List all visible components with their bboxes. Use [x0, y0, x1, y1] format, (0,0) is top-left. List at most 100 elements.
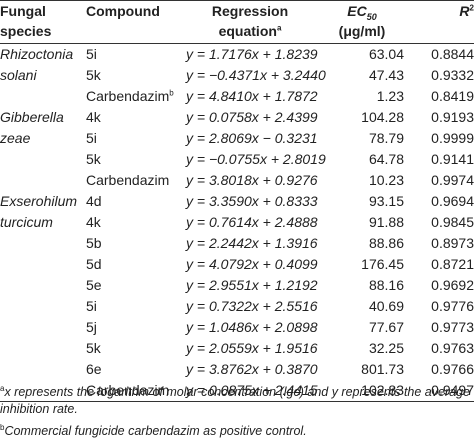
table-row: 5e y = 2.9551x + 1.2192 88.16 0.9692 [0, 275, 474, 296]
r2-cell: 0.9845 [431, 214, 474, 230]
r2-cell: 0.8419 [431, 88, 474, 104]
equation-cell: y = 2.9551x + 1.2192 [186, 277, 318, 293]
species-cell [0, 275, 86, 296]
header-regression-equation: Regression equationa [186, 0, 320, 41]
equation-cell: y = 4.8410x + 1.7872 [186, 88, 318, 104]
ec50-cell: 32.25 [368, 340, 404, 356]
compound-cell: 5b [86, 235, 102, 251]
equation-cell: y = 2.8069x − 0.3231 [186, 130, 318, 146]
header-r2: R2 [412, 0, 474, 41]
species-cell: Rhizoctonia [0, 46, 74, 62]
r2-cell: 0.9773 [431, 319, 474, 335]
equation-cell: y = 4.0792x + 0.4099 [186, 256, 318, 272]
compound-cell: 5k [86, 151, 101, 167]
equation-cell: y = 0.7322x + 2.5516 [186, 298, 318, 314]
equation-cell: y = 1.7176x + 1.8239 [186, 46, 318, 62]
ec50-cell: 47.43 [368, 67, 404, 83]
equation-cell: y = 0.7614x + 2.4888 [186, 214, 318, 230]
footnote-a: ax represents the logarithm of molar con… [0, 383, 470, 416]
r2-cell: 0.9999 [431, 130, 474, 146]
table-row: 5b y = 2.2442x + 1.3916 88.86 0.8973 [0, 233, 474, 254]
compound-cell: 5d [86, 256, 102, 272]
ec50-cell: 91.88 [368, 214, 404, 230]
r2-cell: 0.9497 [412, 380, 474, 402]
ec50-cell: 63.04 [368, 46, 404, 62]
ec50-cell: 88.16 [368, 277, 404, 293]
compound-cell: Carbendazim [86, 172, 170, 188]
r2-cell: 0.9766 [431, 361, 474, 377]
table-header: Fungal species Compound Regression equat… [0, 0, 474, 44]
compound-cell: 5e [86, 277, 102, 293]
header-compound: Compound [86, 0, 186, 41]
compound-cell: 5j [86, 319, 97, 335]
compound-cell: 4k [86, 214, 101, 230]
equation-cell: y = −0.0755x + 2.8019 [186, 151, 326, 167]
table-body: Rhizoctonia 5i y = 1.7176x + 1.8239 63.04 0.… [0, 44, 474, 402]
equation-cell: y = 2.0559x + 1.9516 [186, 340, 318, 356]
r2-cell: 0.9776 [431, 298, 474, 314]
r2-cell: 0.9332 [431, 67, 474, 83]
ec50-cell: 10.23 [368, 172, 404, 188]
table-row: zeae 5i y = 2.8069x − 0.3231 78.79 0.9999 [0, 128, 474, 149]
footnote-b: bCommercial fungicide carbendazim as pos… [0, 422, 307, 438]
compound-cell: Carbendazim [86, 380, 186, 402]
table-row: Rhizoctonia 5i y = 1.7176x + 1.8239 63.04 0.… [0, 44, 474, 66]
compound-cell: 5i [86, 298, 97, 314]
ec50-cell: 88.86 [368, 235, 404, 251]
equation-cell: y = 3.8762x + 0.3870 [186, 361, 318, 377]
ec50-cell: 801.73 [361, 361, 404, 377]
r2-cell: 0.9974 [431, 172, 474, 188]
compound-cell: 4d [86, 193, 102, 209]
equation-cell: y = 3.3590x + 0.8333 [186, 193, 318, 209]
table-row: turcicum 4k y = 0.7614x + 2.4888 91.88 0.984… [0, 212, 474, 233]
equation-cell: y = 0.0875x + 2.4415 [186, 380, 320, 402]
ec50-cell: 1.23 [376, 88, 404, 104]
species-cell: Exserohilum [0, 193, 78, 209]
compound-cell: Carbendazimb [86, 88, 174, 104]
ec50-cell: 102.83 [320, 380, 412, 402]
r2-cell: 0.8973 [431, 235, 474, 251]
equation-cell: y = 0.0758x + 2.4399 [186, 109, 318, 125]
ec50-cell: 93.15 [368, 193, 404, 209]
results-table: Fungal species Compound Regression equat… [0, 0, 474, 402]
species-cell: solani [0, 67, 37, 83]
species-cell [0, 233, 86, 254]
r2-cell: 0.8721 [431, 256, 474, 272]
compound-cell: 4k [86, 109, 101, 125]
r2-cell: 0.9193 [431, 109, 474, 125]
equation-cell: y = 2.2442x + 1.3916 [186, 235, 318, 251]
table-footnotes: ax represents the logarithm of molar con… [0, 384, 474, 445]
species-cell [0, 170, 86, 191]
equation-cell: y = −0.4371x + 3.2440 [186, 67, 326, 83]
species-cell [0, 254, 86, 275]
species-cell [0, 86, 86, 107]
compound-cell: 6e [86, 361, 102, 377]
table-row: 5j y = 1.0486x + 2.0898 77.67 0.9773 [0, 317, 474, 338]
equation-cell: y = 3.8018x + 0.9276 [186, 172, 318, 188]
table-row: Carbendazim y = 3.8018x + 0.9276 10.23 0.99… [0, 170, 474, 191]
table-row: 6e y = 3.8762x + 0.3870 801.73 0.9766 [0, 359, 474, 380]
table-row: 5i y = 0.7322x + 2.5516 40.69 0.9776 [0, 296, 474, 317]
compound-cell: 5k [86, 340, 101, 356]
ec50-cell: 77.67 [368, 319, 404, 335]
species-cell [0, 296, 86, 317]
species-cell [0, 380, 86, 402]
compound-cell: 5k [86, 67, 101, 83]
table-row: 5k y = 2.0559x + 1.9516 32.25 0.9763 [0, 338, 474, 359]
species-cell [0, 149, 86, 170]
species-cell [0, 317, 86, 338]
ec50-cell: 176.45 [361, 256, 404, 272]
r2-cell: 0.9694 [431, 193, 474, 209]
table-row: Carbendazimb y = 4.8410x + 1.7872 1.23 0.84… [0, 86, 474, 107]
r2-cell: 0.8844 [431, 46, 474, 62]
header-fungal-species: Fungal species [0, 0, 86, 41]
species-cell: Gibberella [0, 109, 64, 125]
ec50-cell: 64.78 [368, 151, 404, 167]
table-row: Gibberella 4k y = 0.0758x + 2.4399 104.28 0.… [0, 107, 474, 128]
table-row: 5d y = 4.0792x + 0.4099 176.45 0.8721 [0, 254, 474, 275]
species-cell: turcicum [0, 214, 53, 230]
r2-cell: 0.9692 [431, 277, 474, 293]
species-cell: zeae [0, 130, 31, 146]
r2-cell: 0.9763 [431, 340, 474, 356]
